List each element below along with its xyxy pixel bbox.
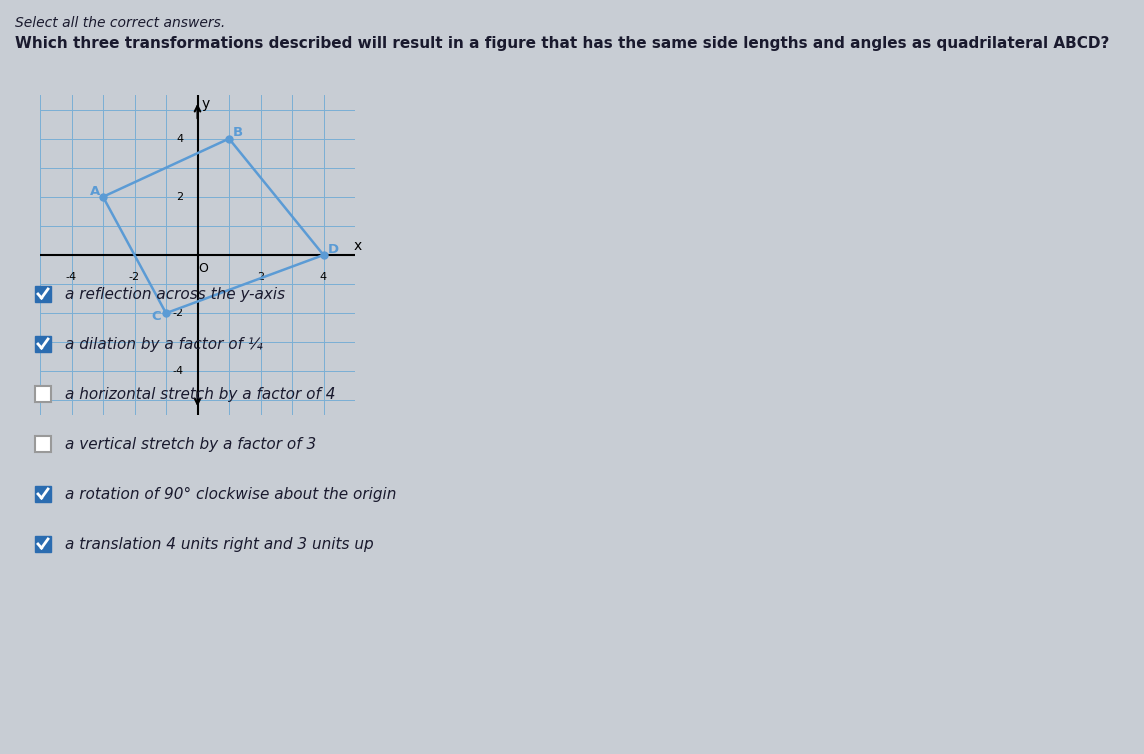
Text: x: x (353, 239, 363, 253)
Text: A: A (90, 185, 101, 198)
Text: 4: 4 (320, 272, 327, 283)
Bar (35, 536, 51, 552)
Text: O: O (198, 262, 208, 274)
Text: a translation 4 units right and 3 units up: a translation 4 units right and 3 units … (65, 537, 374, 551)
Text: C: C (152, 311, 161, 323)
Text: 4: 4 (176, 133, 183, 143)
Text: Select all the correct answers.: Select all the correct answers. (15, 16, 225, 30)
Text: 2: 2 (257, 272, 264, 283)
Text: B: B (232, 126, 243, 139)
Text: -4: -4 (66, 272, 77, 283)
Text: a horizontal stretch by a factor of 4: a horizontal stretch by a factor of 4 (65, 387, 335, 401)
Text: a vertical stretch by a factor of 3: a vertical stretch by a factor of 3 (65, 437, 316, 452)
Text: a dilation by a factor of ¼: a dilation by a factor of ¼ (65, 336, 263, 351)
Bar (35, 486, 51, 502)
Text: -2: -2 (173, 308, 183, 318)
Bar (35, 436, 51, 452)
Bar (35, 286, 51, 302)
Text: a reflection across the y-axis: a reflection across the y-axis (65, 287, 285, 302)
Text: -2: -2 (129, 272, 140, 283)
Text: -4: -4 (173, 366, 183, 376)
Text: D: D (328, 243, 340, 256)
Text: a rotation of 90° clockwise about the origin: a rotation of 90° clockwise about the or… (65, 486, 396, 501)
Bar (35, 386, 51, 402)
Text: Which three transformations described will result in a figure that has the same : Which three transformations described wi… (15, 36, 1110, 51)
Bar (35, 336, 51, 352)
Text: y: y (201, 97, 209, 111)
Text: 2: 2 (176, 192, 183, 202)
